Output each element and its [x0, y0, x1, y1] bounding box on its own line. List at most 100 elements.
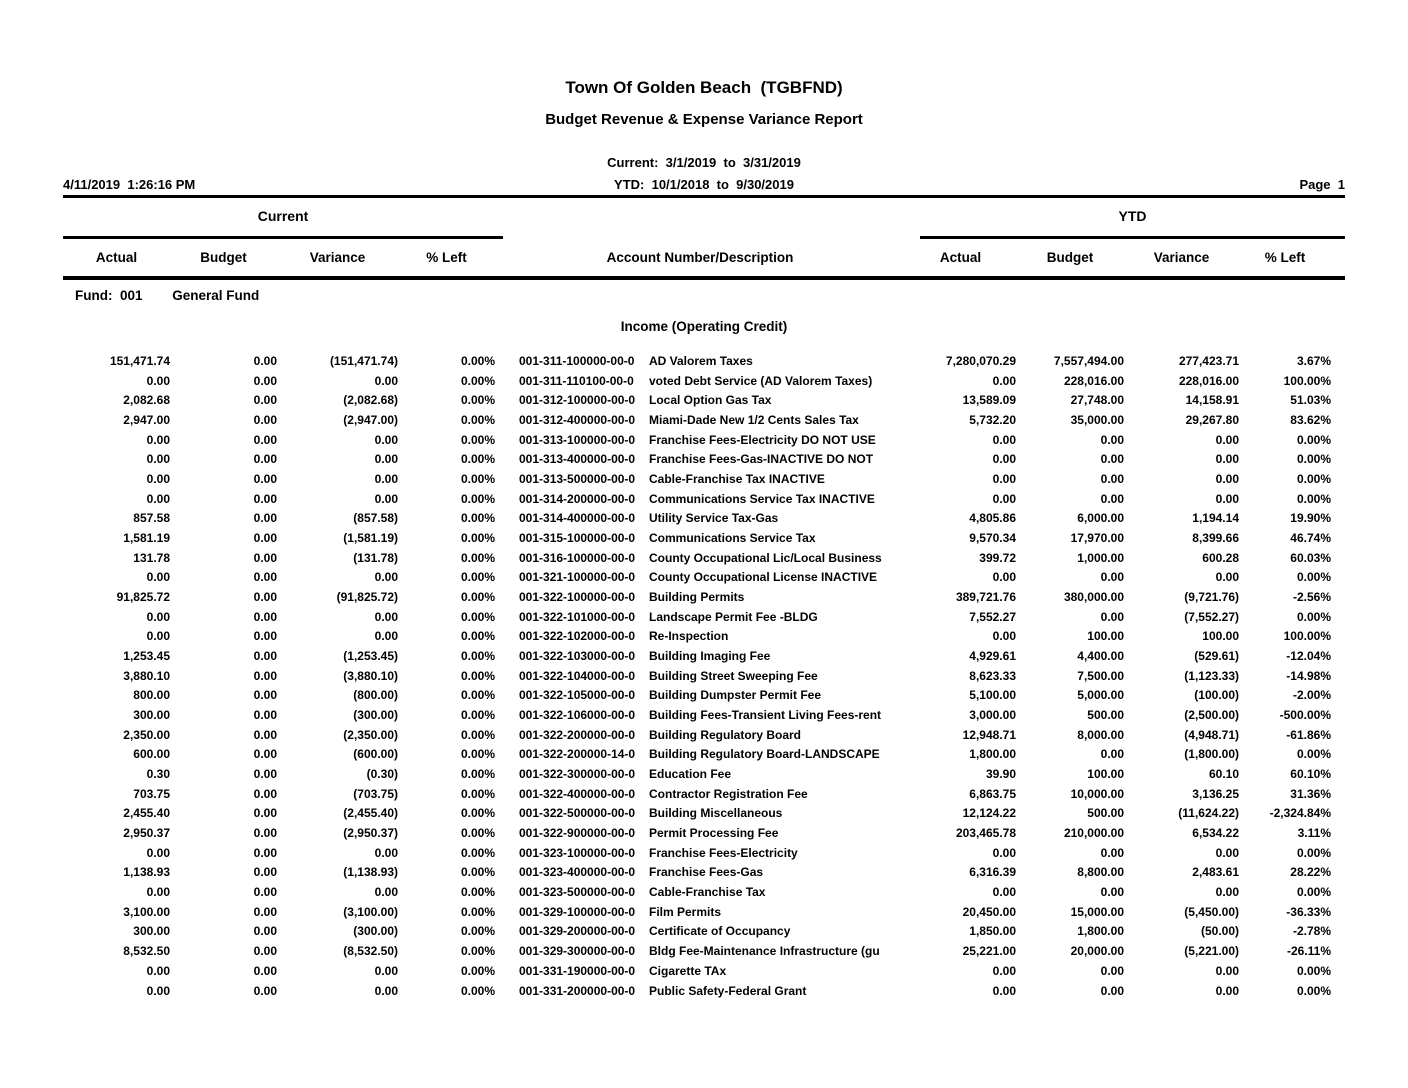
current-actual-cell: 2,350.00 [123, 727, 170, 742]
ytd-budget-cell: 100.00 [1087, 767, 1124, 782]
current-budget-cell: 0.00 [253, 354, 277, 368]
current-budget-cell: 0.00 [253, 963, 277, 978]
ytd-actual-cell: 0.00 [992, 570, 1016, 585]
ytd-variance-cell: (4,948.71) [1184, 727, 1239, 742]
ytd-budget-cell: 0.00 [1100, 963, 1124, 978]
account-number-cell: 001-331-200000-00-0 [519, 983, 636, 998]
description-cell: Franchise Fees-Gas [649, 865, 764, 880]
table-row: 600.00 0.00 (600.00) 0.00% 001-322-200000-14… [63, 745, 1331, 765]
current-pct-left-cell: 0.00% [460, 944, 495, 959]
description-cell: Building Fees-Transient Living Fees-rent [649, 708, 882, 723]
ytd-pct-left-cell: 0.00% [1296, 983, 1331, 998]
ytd-pct-left-cell: 0.00% [1296, 570, 1331, 585]
ytd-actual-cell: 6,863.75 [969, 786, 1016, 801]
ytd-pct-left-cell: 83.62% [1290, 413, 1331, 428]
ytd-actual-cell: 0.00 [992, 629, 1016, 644]
ytd-actual-cell: 0.00 [992, 472, 1016, 487]
ytd-budget-cell: 0.00 [1100, 983, 1124, 998]
ytd-variance-cell: 8,399.66 [1192, 531, 1239, 546]
account-number-cell: 001-329-200000-00-0 [519, 924, 636, 939]
ytd-variance-cell: 6,534.22 [1192, 826, 1239, 841]
ytd-actual-cell: 7,280,070.29 [945, 354, 1016, 368]
ytd-pct-left-cell: 0.00% [1296, 747, 1331, 762]
current-pct-left-cell: 0.00% [460, 550, 495, 565]
ytd-pct-left-cell: 60.03% [1290, 550, 1331, 565]
report-title: Town Of Golden Beach (TGBFND) [565, 78, 843, 97]
description-cell: Landscape Permit Fee -BLDG [649, 609, 818, 624]
ytd-pct-left-cell: 28.22% [1290, 865, 1331, 880]
ytd-budget-cell: 0.00 [1100, 491, 1124, 506]
description-cell: Education Fee [649, 767, 732, 782]
ytd-budget-cell: 17,970.00 [1070, 531, 1124, 546]
header-divider-rule [63, 195, 1345, 198]
ytd-budget-cell: 500.00 [1087, 708, 1124, 723]
current-variance-cell: 0.00 [374, 373, 398, 388]
description-cell: AD Valorem Taxes [649, 354, 753, 368]
ytd-variance-cell: 0.00 [1215, 570, 1239, 585]
current-budget-cell: 0.00 [253, 432, 277, 447]
description-cell: Local Option Gas Tax [649, 393, 772, 408]
current-budget-cell: 0.00 [253, 590, 277, 605]
current-variance-cell: (703.75) [353, 786, 398, 801]
current-variance-cell: (1,253.45) [343, 649, 398, 664]
current-actual-cell: 151,471.74 [109, 354, 170, 368]
ytd-actual-cell: 1,800.00 [969, 747, 1016, 762]
current-pct-left-cell: 0.00% [460, 845, 495, 860]
current-actual-cell: 703.75 [133, 786, 170, 801]
current-pct-left-cell: 0.00% [460, 531, 495, 546]
table-row: 2,947.00 0.00 (2,947.00) 0.00% 001-312-40000… [63, 411, 1331, 431]
ytd-pct-left-cell: 0.00% [1296, 963, 1331, 978]
ytd-budget-cell: 210,000.00 [1063, 826, 1124, 841]
account-number-cell: 001-322-106000-00-0 [519, 708, 636, 723]
current-variance-cell: 0.00 [374, 609, 398, 624]
account-number-cell: 001-311-100000-00-0 [519, 354, 635, 368]
current-actual-cell: 300.00 [133, 708, 170, 723]
table-body: 151,471.74 0.00 (151,471.74) 0.00% 001-311-1… [63, 352, 1331, 1001]
table-row: 2,950.37 0.00 (2,950.37) 0.00% 001-322-90000… [63, 824, 1331, 844]
table-row: 0.00 0.00 0.00 0.00% 001-331-200000-00-0 Publ… [63, 982, 1331, 1002]
ytd-actual-cell: 0.00 [992, 373, 1016, 388]
current-actual-cell: 0.00 [146, 983, 170, 998]
description-cell: Building Regulatory Board-LANDSCAPE [649, 747, 880, 762]
ytd-pct-left-cell: 51.03% [1290, 393, 1331, 408]
current-actual-cell: 0.00 [146, 845, 170, 860]
description-cell: Public Safety-Federal Grant [649, 983, 807, 998]
description-cell: voted Debt Service (AD Valorem Taxes) [649, 373, 873, 388]
current-budget-cell: 0.00 [253, 570, 277, 585]
ytd-actual-cell: 12,124.22 [962, 806, 1016, 821]
column-header-row: Actual Budget Variance % Left Account Nu… [63, 250, 1331, 265]
current-budget-cell: 0.00 [253, 727, 277, 742]
fund-line: Fund: 001 General Fund [75, 288, 259, 303]
description-cell: Building Regulatory Board [649, 727, 802, 742]
account-number-cell: 001-312-100000-00-0 [519, 393, 636, 408]
ytd-variance-cell: (9,721.76) [1184, 590, 1239, 605]
col-header-ytd-pct-left: % Left [1264, 250, 1306, 265]
current-variance-cell: (0.30) [366, 767, 398, 782]
current-budget-cell: 0.00 [253, 511, 277, 526]
current-variance-cell: 0.00 [374, 472, 398, 487]
current-variance-cell: (2,947.00) [343, 413, 398, 428]
current-actual-cell: 300.00 [133, 924, 170, 939]
ytd-pct-left-cell: 46.74% [1290, 531, 1331, 546]
account-number-cell: 001-314-400000-00-0 [519, 511, 636, 526]
current-pct-left-cell: 0.00% [460, 649, 495, 664]
ytd-budget-cell: 0.00 [1100, 747, 1124, 762]
current-pct-left-cell: 0.00% [460, 511, 495, 526]
ytd-actual-cell: 389,721.76 [955, 590, 1016, 605]
ytd-variance-cell: (5,450.00) [1184, 904, 1239, 919]
ytd-variance-cell: (50.00) [1200, 924, 1239, 939]
account-number-cell: 001-322-900000-00-0 [519, 826, 636, 841]
current-pct-left-cell: 0.00% [460, 806, 495, 821]
table-row: 0.00 0.00 0.00 0.00% 001-313-100000-00-0 Fran… [63, 431, 1331, 451]
current-actual-cell: 1,253.45 [123, 649, 170, 664]
current-actual-cell: 0.00 [146, 472, 170, 487]
table-row: 0.00 0.00 0.00 0.00% 001-314-200000-00-0 Comm… [63, 490, 1331, 510]
current-variance-cell: (2,082.68) [343, 393, 398, 408]
current-budget-cell: 0.00 [253, 924, 277, 939]
ytd-variance-cell: 600.28 [1202, 550, 1239, 565]
account-number-cell: 001-322-200000-14-0 [519, 747, 636, 762]
current-pct-left-cell: 0.00% [460, 865, 495, 880]
current-pct-left-cell: 0.00% [460, 452, 495, 467]
ytd-budget-cell: 0.00 [1100, 885, 1124, 900]
